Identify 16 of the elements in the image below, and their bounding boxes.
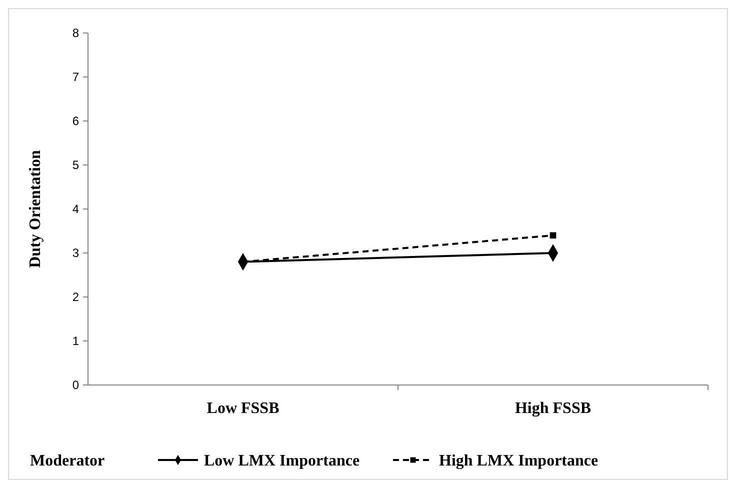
x-tick-label: Low FSSB [206, 400, 280, 417]
x-tick-label: High FSSB [514, 400, 592, 417]
legend-label: High LMX Importance [439, 452, 598, 470]
y-tick-label: 4 [72, 202, 80, 216]
y-tick-label: 2 [72, 290, 80, 304]
y-tick-label: 8 [72, 26, 80, 40]
legend-title: Moderator [30, 452, 105, 470]
y-tick-label: 7 [72, 70, 80, 84]
y-tick-label: 3 [72, 246, 80, 260]
y-tick-label: 5 [72, 158, 80, 172]
y-axis-title: Duty Orientation [27, 150, 44, 268]
point [550, 232, 556, 239]
y-tick-label: 1 [72, 334, 80, 348]
y-tick-label: 0 [72, 378, 80, 392]
legend-label: Low LMX Importance [204, 452, 360, 470]
y-tick-label: 6 [72, 114, 80, 128]
